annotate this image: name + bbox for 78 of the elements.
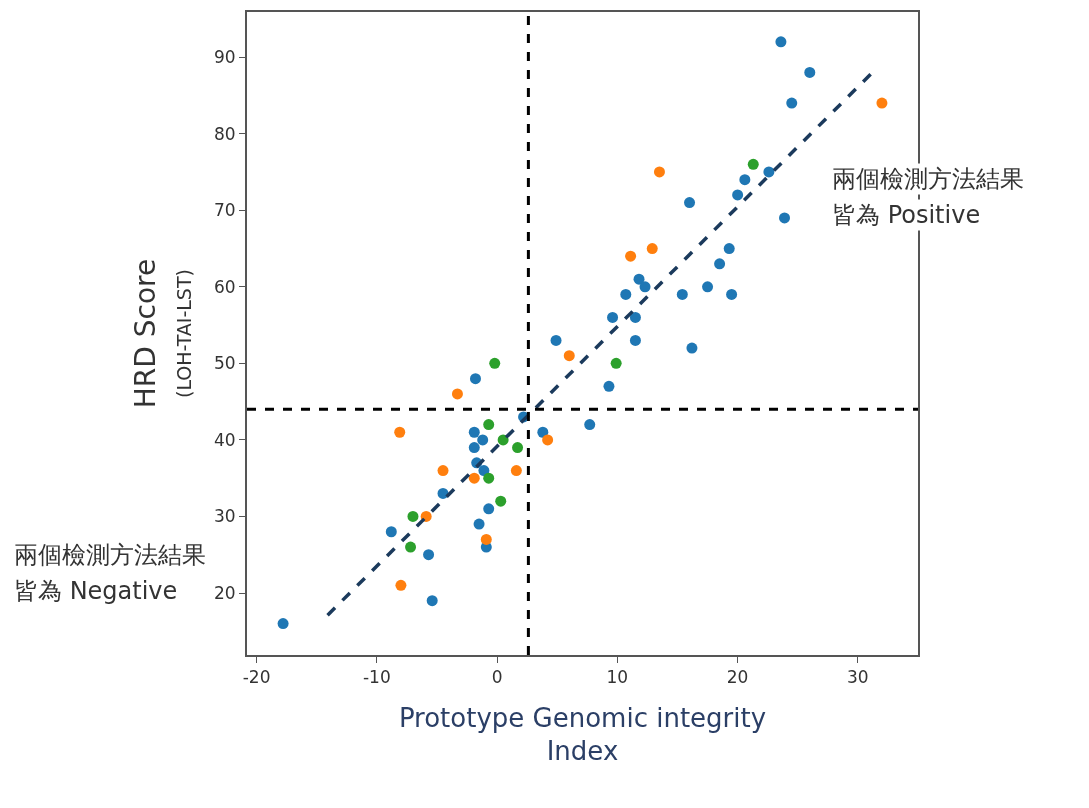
y-tick-label: 70 [213,200,236,221]
point [732,189,744,201]
point [468,426,480,438]
point [610,357,622,369]
point [469,373,481,385]
text: 兩個檢測方法結果 [14,541,206,569]
point [629,311,641,323]
point [542,434,554,446]
point [480,533,492,545]
point [437,465,449,477]
point [723,243,735,255]
y-tick-label: 50 [213,353,236,374]
point [607,311,619,323]
point [763,166,775,178]
y-tick-label: 40 [213,429,236,450]
point [779,212,791,224]
annotation: 皆為 Positive [832,201,981,229]
point [477,434,489,446]
point [405,541,417,553]
annotation: 兩個檢測方法結果 [832,165,1024,193]
x-tick-label: 10 [606,667,629,688]
y-tick-label: 80 [213,123,236,144]
point [563,350,575,362]
point [684,197,696,209]
y-tick-label: 30 [213,506,236,527]
point [714,258,726,270]
x-tick-label: -10 [362,667,391,688]
point [676,288,688,300]
point [407,510,419,522]
point [620,288,632,300]
point [876,97,888,109]
point [478,465,490,477]
x-tick-label: -20 [242,667,271,688]
point [625,250,637,262]
point [483,419,495,431]
point [775,36,787,48]
point [277,618,289,630]
text: 皆為 Negative [14,577,178,605]
point [646,243,658,255]
y-tick-label: 60 [213,276,236,297]
point [653,166,665,178]
point [633,273,645,285]
y-tick-label: 20 [213,582,236,603]
point [423,549,435,561]
point [489,357,501,369]
point [804,66,816,78]
x-tick-label: 30 [847,667,869,688]
point [451,388,463,400]
point [726,288,738,300]
point [702,281,714,293]
point [639,281,651,293]
point [603,380,615,392]
point [512,442,524,454]
point [497,434,509,446]
point [395,579,407,591]
point [686,342,698,354]
point [473,518,485,530]
y-tick-label: 90 [213,47,236,68]
point [510,465,522,477]
point [468,472,480,484]
point [584,419,596,431]
x-tick-label: 0 [491,667,503,688]
point [394,426,406,438]
x-axis-title: Prototype Genomic integrity Index [398,702,767,767]
point [483,472,495,484]
point [629,334,641,346]
x-tick-label: 20 [726,667,749,688]
point [747,158,759,170]
y-axis-title: HRD Score (LOH-TAI-LST) [128,258,196,409]
point [483,503,495,515]
point [385,526,397,538]
point [786,97,798,109]
point [739,174,751,186]
point [420,510,432,522]
point [495,495,507,507]
point [550,334,562,346]
point [426,595,438,607]
point [468,442,480,454]
